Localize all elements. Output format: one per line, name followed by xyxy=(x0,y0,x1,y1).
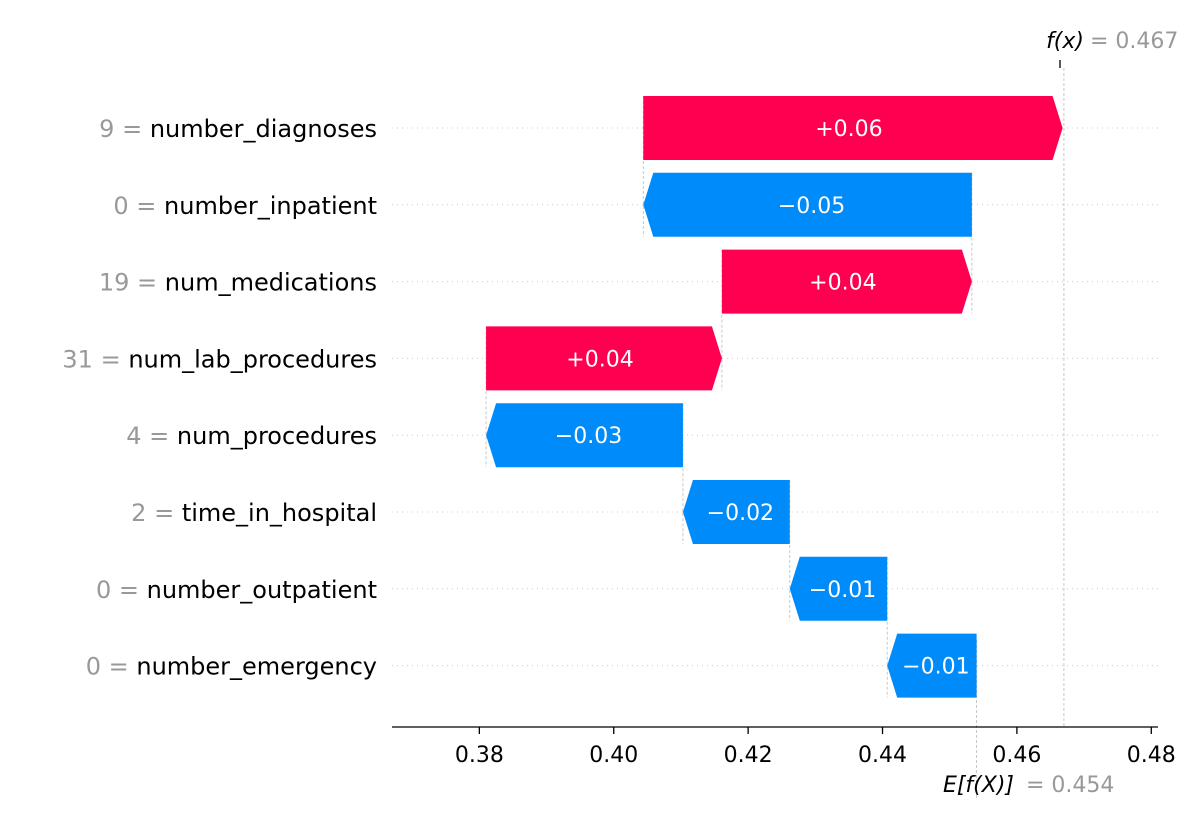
efx-label: E[f(X)] xyxy=(943,773,1014,798)
prediction-annotation: f(x) = 0.467 xyxy=(1046,29,1178,68)
feature-label: 2 = time_in_hospital xyxy=(131,499,377,527)
negative-bar xyxy=(789,556,888,621)
efx-value: = 0.454 xyxy=(1026,773,1114,798)
feature-value: 0 = xyxy=(113,192,164,220)
feature-value: 2 = xyxy=(131,499,182,527)
positive-bar xyxy=(721,249,972,314)
bar-value-label: −0.01 xyxy=(809,578,876,603)
x-axis-ticks: 0.38 0.40 0.42 0.44 0.46 0.48 xyxy=(455,727,1176,768)
bar-value-label: +0.04 xyxy=(809,271,876,296)
feature-name: number_outpatient xyxy=(147,576,377,604)
negative-bar xyxy=(643,172,972,237)
x-tick-label: 0.38 xyxy=(455,743,504,768)
feature-label: 4 = num_procedures xyxy=(126,422,377,450)
negative-bar xyxy=(486,403,683,468)
feature-label: 19 = num_medications xyxy=(99,269,377,297)
feature-name: number_emergency xyxy=(136,653,377,681)
negative-bar xyxy=(682,480,790,544)
feature-label: 0 = number_inpatient xyxy=(113,192,377,220)
feature-value: 9 = xyxy=(99,115,150,143)
x-tick-label: 0.46 xyxy=(992,743,1041,768)
x-axis: 0.38 0.40 0.42 0.44 0.46 0.48 xyxy=(392,726,1176,768)
feature-labels: 9 = number_diagnoses 0 = number_inpatient… xyxy=(62,115,377,681)
bar-value-label: +0.06 xyxy=(815,117,882,142)
feature-value: 4 = xyxy=(126,422,177,450)
bar-value-label: −0.05 xyxy=(778,194,845,219)
feature-label: 0 = number_emergency xyxy=(86,653,377,681)
bar-value-label: +0.04 xyxy=(566,347,633,372)
x-tick-label: 0.40 xyxy=(589,743,638,768)
feature-name: num_procedures xyxy=(177,422,377,450)
base-value-annotation: E[f(X)] = 0.454 xyxy=(943,773,1114,798)
bar-value-label: −0.02 xyxy=(707,501,774,526)
feature-name: number_inpatient xyxy=(164,192,377,220)
x-tick-label: 0.42 xyxy=(724,743,773,768)
feature-name: time_in_hospital xyxy=(182,499,377,527)
feature-label: 31 = num_lab_procedures xyxy=(62,345,377,373)
bar-value-label: −0.03 xyxy=(555,424,622,449)
feature-value: 19 = xyxy=(99,269,165,297)
feature-value: 0 = xyxy=(96,576,147,604)
feature-value: 0 = xyxy=(86,653,137,681)
bar-value-label: −0.01 xyxy=(902,655,969,680)
feature-name: num_medications xyxy=(165,269,377,297)
fx-value: = 0.467 xyxy=(1090,29,1178,54)
bars: +0.06 −0.05 +0.04 +0.04 −0.03 −0.02 −0.01 −0.01 xyxy=(486,96,1063,698)
feature-label: 9 = number_diagnoses xyxy=(99,115,377,143)
positive-bar xyxy=(643,96,1063,160)
fx-label: f(x) xyxy=(1046,29,1084,54)
feature-name: num_lab_procedures xyxy=(128,345,377,373)
feature-label: 0 = number_outpatient xyxy=(96,576,377,604)
x-tick-label: 0.48 xyxy=(1127,743,1176,768)
x-tick-label: 0.44 xyxy=(858,743,907,768)
feature-value: 31 = xyxy=(62,345,128,373)
negative-bar xyxy=(887,633,977,698)
feature-name: number_diagnoses xyxy=(150,115,377,143)
positive-bar xyxy=(486,326,722,391)
guide-lines xyxy=(485,68,1065,798)
